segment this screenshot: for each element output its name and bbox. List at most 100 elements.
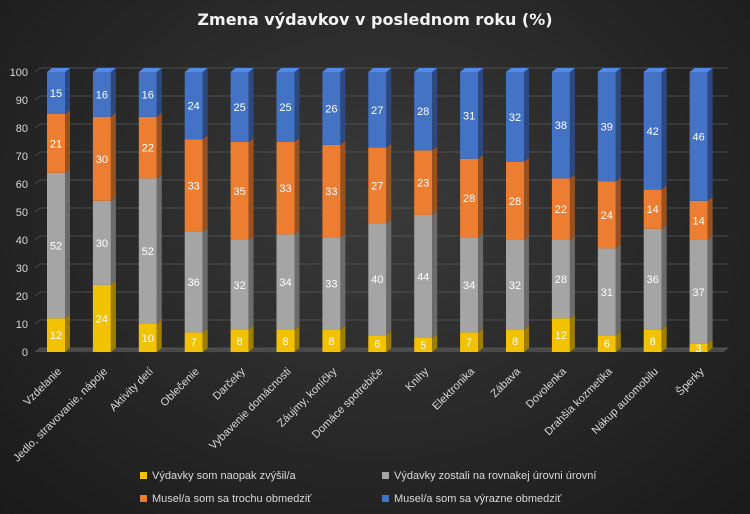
data-label: 28	[417, 106, 429, 118]
y-tick-label: 50	[16, 207, 28, 219]
bar-segment-side	[110, 196, 116, 285]
bar-segment-side	[707, 236, 713, 344]
gridline-depth	[34, 207, 41, 213]
bar-segment	[460, 72, 479, 159]
data-label: 24	[188, 101, 200, 113]
data-label: 12	[555, 330, 567, 342]
bar-segment-side	[707, 339, 713, 352]
bar-segment	[506, 329, 524, 352]
data-label: 14	[647, 204, 659, 216]
y-tick-label: 90	[16, 95, 28, 107]
bar-segment-side	[340, 233, 346, 330]
gridline-depth	[34, 123, 41, 129]
data-label: 23	[417, 178, 429, 190]
bar-segment-side	[110, 280, 116, 352]
bar-segment	[230, 329, 249, 352]
bar-segment	[184, 231, 203, 333]
bar-segment-side	[524, 157, 529, 240]
bar-segment-side	[432, 68, 438, 151]
bar-segment-side	[156, 68, 162, 117]
legend-swatch	[140, 495, 147, 502]
data-label: 38	[555, 120, 567, 132]
data-label: 14	[692, 215, 704, 227]
bar-segment	[322, 237, 341, 330]
bar-segment	[551, 318, 570, 352]
bar-segment-side	[478, 68, 484, 159]
bar-segment	[689, 343, 708, 352]
data-label: 32	[233, 280, 245, 292]
y-tick-label: 20	[16, 291, 28, 303]
bar-segment	[47, 318, 65, 352]
bar-segment	[92, 116, 111, 201]
bar-segment-side	[386, 331, 392, 352]
data-label: 32	[509, 280, 521, 292]
bar-segment-side	[65, 68, 70, 114]
bar-segment	[276, 234, 295, 330]
bar-segment-side	[661, 325, 667, 352]
bar-segment	[643, 72, 662, 190]
data-label: 10	[142, 333, 154, 345]
y-tick-label: 100	[10, 67, 28, 79]
gridline-depth	[34, 67, 41, 73]
bar-segment-side	[615, 331, 621, 352]
bar-top	[47, 68, 70, 72]
bar-top	[276, 68, 300, 72]
data-label: 26	[325, 103, 337, 115]
data-label: 25	[279, 102, 291, 114]
data-label: 44	[417, 271, 429, 283]
bar-segment	[368, 72, 387, 148]
legend-item-2: Musel/a som sa trochu obmedziť	[140, 493, 311, 505]
bar-segment	[368, 147, 387, 224]
bar-segment	[47, 72, 65, 114]
bar-top	[460, 68, 484, 72]
bar-segment	[460, 237, 479, 333]
gridline-depth	[34, 235, 41, 241]
bar-segment-side	[569, 174, 575, 240]
bar-segment-side	[478, 233, 484, 333]
x-tick-label: Šperky	[673, 365, 707, 399]
data-label: 34	[463, 280, 475, 292]
bar-segment-side	[707, 68, 713, 201]
bar-segment-side	[661, 68, 667, 190]
gridline-depth	[34, 319, 41, 325]
data-label: 37	[692, 287, 704, 299]
x-tick-label: Aktivity detí	[108, 366, 156, 414]
legend-item-3: Musel/a som sa výrazne obmedziť	[382, 493, 561, 505]
legend-swatch	[140, 472, 147, 479]
bar-segment-side	[432, 146, 438, 215]
gridline-depth	[34, 291, 41, 297]
bar-segment-side	[202, 227, 208, 333]
bar-segment	[138, 72, 157, 117]
bar-segment	[92, 284, 111, 352]
data-label: 36	[188, 277, 200, 289]
data-label: 8	[282, 336, 288, 348]
x-tick-label: Zábava	[489, 365, 524, 400]
bar-segment-side	[248, 236, 254, 330]
data-label: 22	[142, 143, 154, 155]
bar-segment	[597, 181, 616, 249]
bar-segment-side	[340, 325, 346, 352]
data-label: 8	[237, 336, 243, 348]
data-label: 27	[371, 105, 383, 117]
bar-segment-side	[65, 314, 70, 352]
bar-segment	[506, 161, 524, 240]
y-tick-label: 10	[16, 319, 28, 331]
bar-segment-side	[615, 244, 621, 336]
gridline-depth	[34, 263, 41, 269]
bar-segment-side	[524, 68, 529, 162]
bar-segment	[276, 72, 295, 142]
bar-top	[689, 68, 713, 72]
bar-segment	[47, 114, 65, 173]
bar-segment-side	[156, 174, 162, 324]
gridline-depth	[34, 347, 41, 353]
bar-segment-side	[294, 230, 300, 330]
data-label: 52	[50, 241, 62, 253]
bar-segment	[643, 189, 662, 229]
bar-top	[597, 68, 621, 72]
bar-segment-side	[661, 224, 667, 330]
legend-item-0: Výdavky som naopak zvýšil/a	[140, 470, 296, 482]
bar-segment	[322, 329, 341, 352]
bar-segment	[414, 150, 433, 215]
data-label: 42	[647, 126, 659, 138]
